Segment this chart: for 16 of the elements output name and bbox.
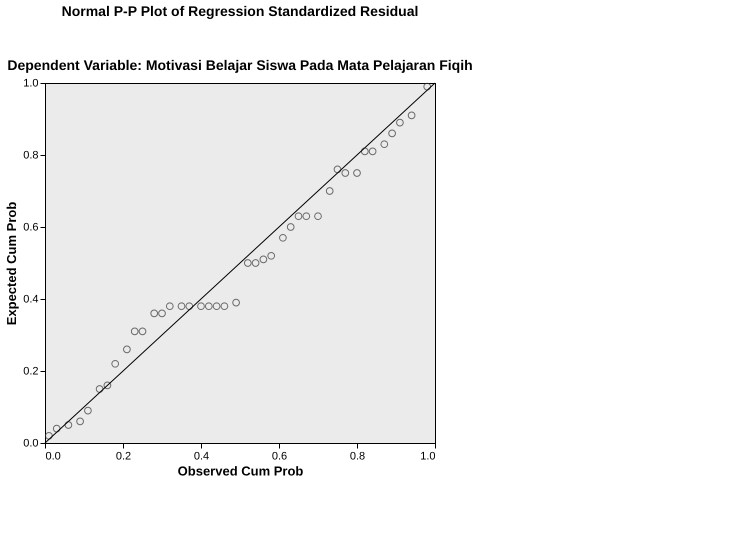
chart-subtitle: Dependent Variable: Motivasi Belajar Siswa Pada Mata Pelajaran Fiqih [7, 57, 473, 73]
x-tick-label: 0.0 [46, 450, 61, 462]
y-tick-label: 0.4 [23, 294, 38, 306]
y-tick-label: 1.0 [23, 78, 38, 90]
chart-title: Normal P-P Plot of Regression Standardized Residual [62, 3, 418, 19]
y-tick-label: 0.2 [23, 366, 38, 378]
x-tick-label: 0.2 [116, 450, 132, 462]
x-axis-title: Observed Cum Prob [178, 464, 304, 478]
x-tick-label: 0.6 [272, 450, 288, 462]
x-tick-label: 0.8 [350, 450, 366, 462]
y-tick-label: 0.8 [23, 150, 38, 162]
y-tick-label: 0.0 [23, 438, 38, 450]
y-axis-title: Expected Cum Prob [4, 202, 20, 326]
x-tick-label: 0.4 [194, 450, 210, 462]
x-tick-label: 1.0 [420, 450, 436, 462]
y-tick-label: 0.6 [23, 222, 38, 234]
